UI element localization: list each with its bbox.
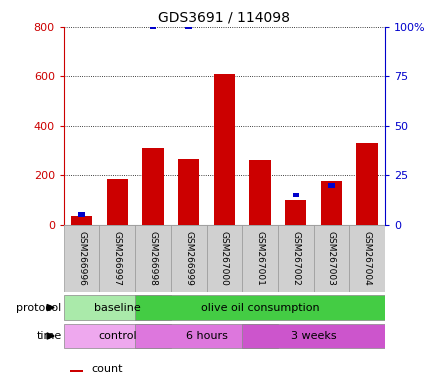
Text: GSM266998: GSM266998 (149, 231, 158, 286)
Bar (278, 225, 314, 292)
Bar (106, 179, 128, 225)
Bar (171, 225, 206, 292)
Text: GSM266996: GSM266996 (77, 231, 86, 286)
Bar (70, 370, 83, 372)
Bar (349, 225, 385, 292)
Text: GSM266997: GSM266997 (113, 231, 122, 286)
Text: GSM267000: GSM267000 (220, 231, 229, 286)
Text: GSM267004: GSM267004 (363, 231, 372, 286)
Bar (135, 225, 171, 292)
Text: time: time (37, 331, 62, 341)
Bar (314, 225, 349, 292)
Bar (64, 225, 99, 292)
Text: 3 weeks: 3 weeks (291, 331, 337, 341)
Text: baseline: baseline (94, 303, 141, 313)
Bar (206, 225, 242, 292)
Text: count: count (91, 364, 123, 374)
Text: olive oil consumption: olive oil consumption (201, 303, 319, 313)
Text: 6 hours: 6 hours (186, 331, 227, 341)
Bar (71, 216, 92, 225)
Bar (356, 143, 378, 225)
Bar (178, 159, 199, 225)
Title: GDS3691 / 114098: GDS3691 / 114098 (158, 10, 290, 24)
Bar (99, 225, 135, 292)
Bar (328, 183, 335, 187)
Text: GSM267002: GSM267002 (291, 231, 300, 286)
Text: GSM267003: GSM267003 (327, 231, 336, 286)
Bar (150, 25, 156, 29)
Bar (135, 324, 278, 348)
Bar (78, 212, 85, 217)
Bar (321, 181, 342, 225)
Bar (242, 225, 278, 292)
Bar (64, 324, 171, 348)
Text: GSM266999: GSM266999 (184, 231, 193, 286)
Bar (64, 295, 171, 320)
Bar (242, 324, 385, 348)
Bar (142, 148, 164, 225)
Bar (249, 161, 271, 225)
Bar (135, 295, 385, 320)
Bar (186, 25, 192, 29)
Bar (285, 200, 307, 225)
Bar (293, 192, 299, 197)
Text: protocol: protocol (16, 303, 62, 313)
Bar (214, 74, 235, 225)
Text: GSM267001: GSM267001 (256, 231, 264, 286)
Text: control: control (98, 331, 137, 341)
